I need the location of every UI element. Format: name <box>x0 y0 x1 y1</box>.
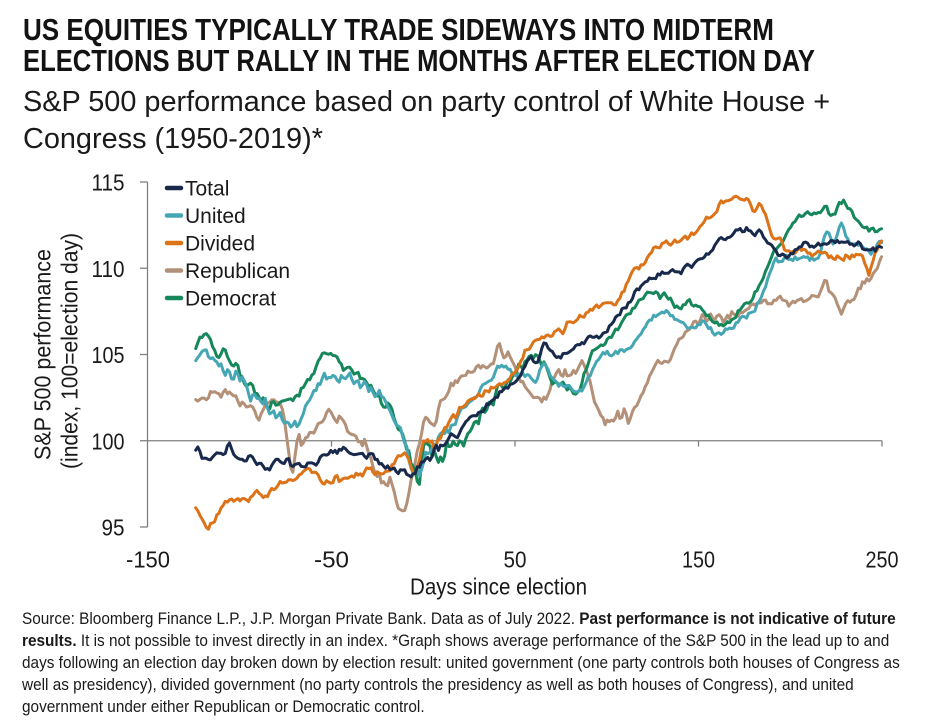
svg-text:100: 100 <box>92 428 125 454</box>
svg-text:-50: -50 <box>314 547 349 573</box>
svg-text:Divided: Divided <box>185 233 255 256</box>
svg-text:115: 115 <box>92 170 125 196</box>
svg-text:250: 250 <box>866 547 899 573</box>
svg-text:(index, 100=election day): (index, 100=election day) <box>57 233 83 469</box>
svg-text:95: 95 <box>102 515 125 541</box>
svg-text:United: United <box>185 205 246 228</box>
svg-text:S&P 500 performance: S&P 500 performance <box>30 249 56 460</box>
svg-text:Republican: Republican <box>185 260 290 283</box>
svg-text:150: 150 <box>682 547 715 573</box>
svg-text:-150: -150 <box>126 547 170 573</box>
svg-text:110: 110 <box>92 256 125 282</box>
svg-text:105: 105 <box>92 342 125 368</box>
svg-text:Democrat: Democrat <box>185 288 276 311</box>
svg-text:Days since election: Days since election <box>410 574 587 600</box>
svg-text:Total: Total <box>185 178 229 201</box>
svg-text:50: 50 <box>504 547 527 573</box>
